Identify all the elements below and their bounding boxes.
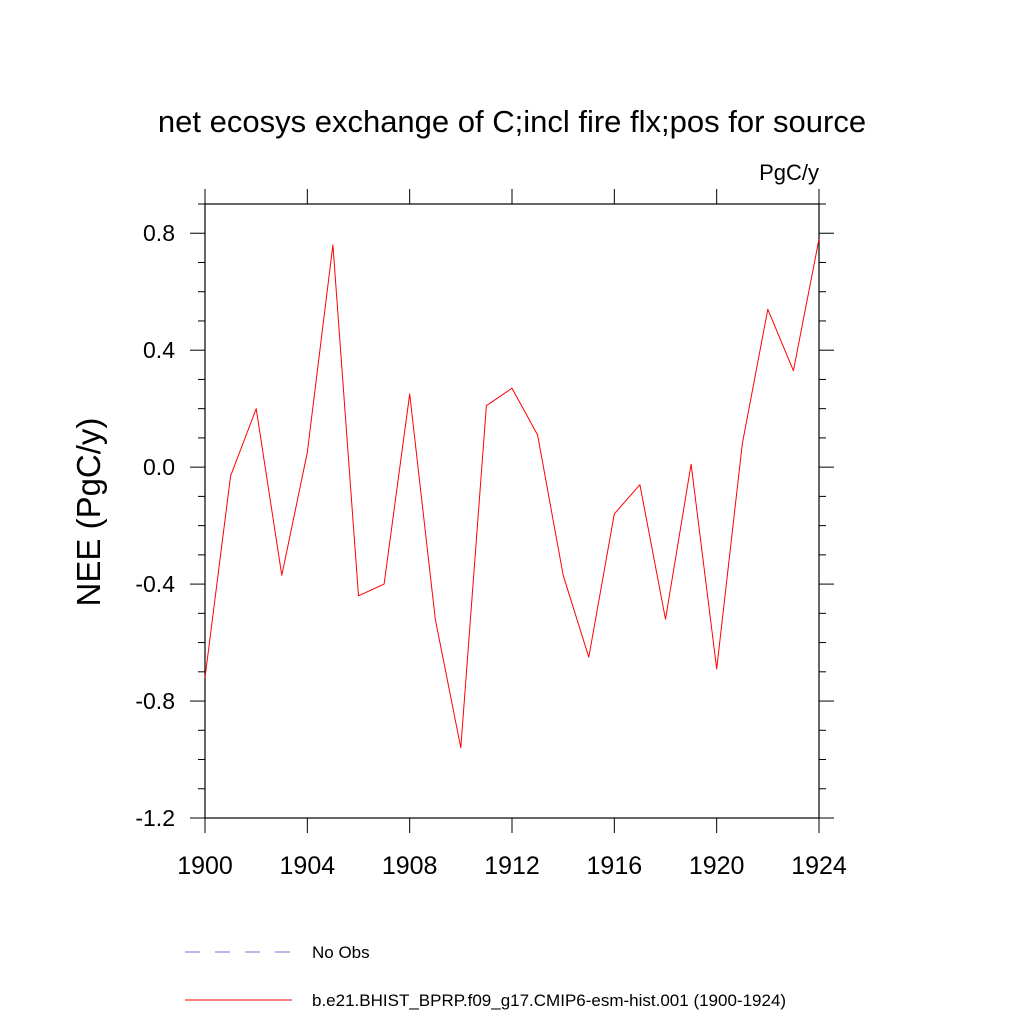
plot-frame — [204, 203, 820, 819]
y-tick-label: -0.4 — [135, 571, 175, 597]
legend-label: b.e21.BHIST_BPRP.f09_g17.CMIP6-esm-hist.… — [312, 991, 786, 1010]
x-tick-labels: 1900 1904 1908 1912 1916 1920 1924 — [177, 852, 847, 880]
y-axis-label: NEE (PgC/y) — [70, 418, 107, 607]
y-tick-label: 0.0 — [143, 454, 175, 480]
axis-ticks — [190, 189, 834, 833]
x-tick-label: 1920 — [689, 852, 745, 880]
x-tick-label: 1900 — [177, 852, 233, 880]
x-tick-label: 1908 — [382, 852, 438, 880]
y-tick-label: 0.4 — [143, 337, 175, 363]
x-tick-label: 1924 — [791, 852, 847, 880]
y-tick-labels: -1.2 -0.8 -0.4 0.0 0.4 0.8 — [135, 220, 175, 831]
x-tick-label: 1904 — [280, 852, 336, 880]
x-tick-label: 1912 — [484, 852, 540, 880]
legend: No Obs b.e21.BHIST_BPRP.f09_g17.CMIP6-esm… — [185, 943, 786, 1010]
series-lines — [204, 239, 820, 749]
y-tick-label: -1.2 — [135, 805, 175, 831]
chart-title: net ecosys exchange of C;incl fire flx;p… — [158, 104, 866, 139]
y-tick-label: -0.8 — [135, 688, 175, 714]
legend-label: No Obs — [312, 943, 370, 962]
series-line — [204, 239, 820, 749]
y-tick-label: 0.8 — [143, 220, 175, 246]
units-label: PgC/y — [759, 160, 819, 185]
x-tick-label: 1916 — [587, 852, 643, 880]
